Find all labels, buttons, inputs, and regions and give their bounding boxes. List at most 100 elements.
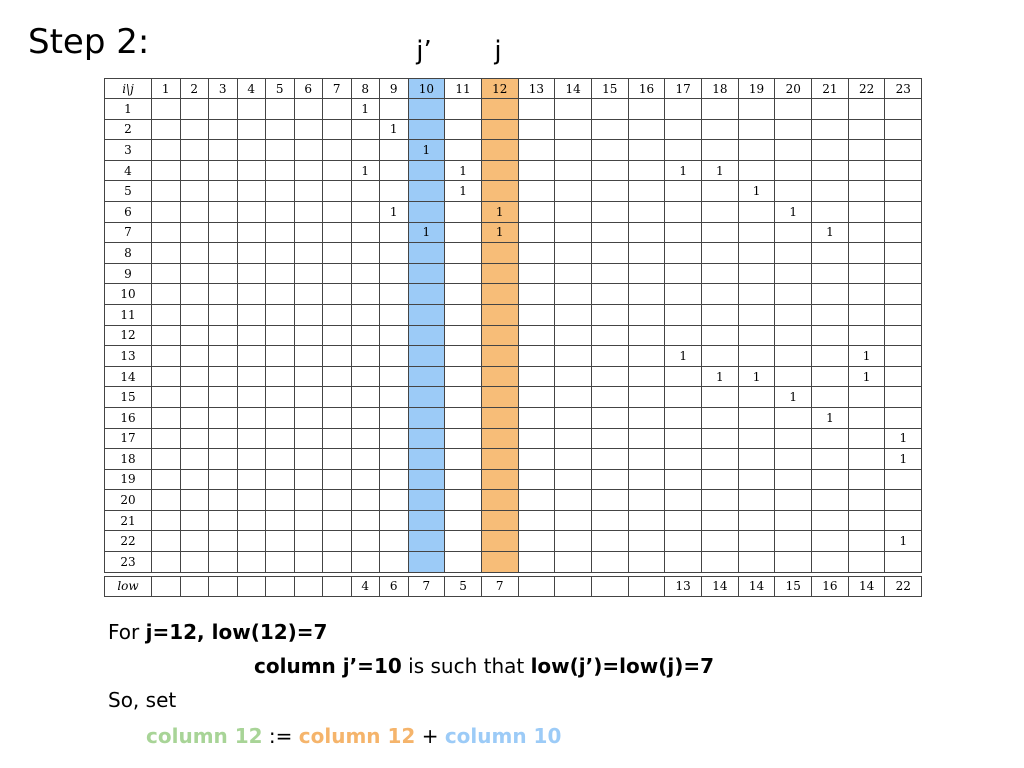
matrix-cell	[554, 98, 592, 120]
matrix-cell	[884, 509, 923, 532]
matrix-row: 22 1	[104, 530, 923, 553]
column-header: 13	[517, 78, 556, 99]
column-header: 14	[554, 78, 592, 99]
matrix-cell	[236, 468, 266, 491]
matrix-cell	[590, 489, 629, 511]
matrix-cell	[179, 262, 209, 285]
matrix-cell	[293, 262, 323, 285]
matrix-cell	[265, 139, 295, 161]
matrix-cell	[236, 283, 266, 305]
matrix-cell	[322, 139, 352, 161]
matrix-cell	[179, 324, 209, 347]
matrix-cell	[379, 159, 409, 182]
matrix-cell	[664, 98, 702, 120]
matrix-cell	[701, 139, 739, 161]
matrix-cell	[554, 262, 592, 285]
low-row: low 4 6 7 5 7 13 14 14 15 16 14 22	[104, 575, 923, 598]
matrix-cell	[379, 180, 409, 202]
matrix-cell	[884, 551, 923, 573]
matrix-cell	[811, 200, 849, 223]
matrix-cell	[265, 448, 295, 470]
matrix-cell	[847, 180, 886, 202]
matrix-cell	[407, 303, 446, 326]
matrix-cell	[151, 98, 181, 120]
matrix-cell	[480, 427, 519, 450]
matrix-cell: 1	[737, 180, 776, 202]
matrix-row: 17 1	[104, 427, 923, 450]
column-header: 3	[208, 78, 238, 99]
matrix-cell	[774, 406, 813, 429]
matrix-cell	[322, 262, 352, 285]
matrix-cell	[350, 139, 380, 161]
explanation-line-4: column 12 := column 12 + column 10	[146, 724, 561, 748]
matrix-cell	[811, 303, 849, 326]
matrix-cell	[811, 118, 849, 141]
matrix-cell	[774, 221, 813, 244]
row-label: 4	[104, 159, 152, 182]
matrix-cell	[407, 180, 446, 202]
matrix-cell	[236, 530, 266, 553]
matrix-cell	[517, 386, 556, 408]
matrix-cell	[811, 530, 849, 553]
matrix-cell	[179, 200, 209, 223]
matrix-cell	[884, 283, 923, 305]
matrix-cell	[179, 468, 209, 491]
matrix-cell	[847, 324, 886, 347]
matrix-cell	[884, 386, 923, 408]
matrix-cell	[737, 118, 776, 141]
matrix-cell	[590, 448, 629, 470]
matrix-cell	[590, 551, 629, 573]
matrix-cell	[811, 324, 849, 347]
matrix-cell	[701, 345, 739, 367]
matrix-cell	[236, 509, 266, 532]
matrix-row: 20	[104, 489, 923, 511]
low-cell: 22	[884, 575, 923, 598]
matrix-cell	[590, 159, 629, 182]
matrix-cell	[737, 200, 776, 223]
matrix-cell	[293, 509, 323, 532]
matrix-cell	[664, 509, 702, 532]
low-cell	[179, 575, 209, 598]
matrix-cell	[350, 489, 380, 511]
matrix-cell	[517, 427, 556, 450]
matrix-cell	[480, 468, 519, 491]
column-header: 11	[444, 78, 482, 99]
matrix-cell	[350, 365, 380, 388]
matrix-cell	[265, 468, 295, 491]
matrix-cell	[774, 159, 813, 182]
matrix-cell	[407, 406, 446, 429]
matrix-cell	[151, 551, 181, 573]
matrix-cell	[179, 386, 209, 408]
matrix-cell: 1	[480, 221, 519, 244]
matrix-cell	[554, 139, 592, 161]
matrix-cell	[379, 221, 409, 244]
matrix-cell	[444, 200, 482, 223]
row-label: 23	[104, 551, 152, 573]
matrix-cell	[480, 386, 519, 408]
text-plus: +	[415, 724, 445, 748]
matrix-cell	[293, 386, 323, 408]
matrix-cell	[774, 427, 813, 450]
matrix-cell	[627, 180, 666, 202]
low-cell: 14	[737, 575, 776, 598]
column-header: 2	[179, 78, 209, 99]
row-label: 22	[104, 530, 152, 553]
matrix-cell	[517, 98, 556, 120]
matrix-cell	[554, 324, 592, 347]
matrix-cell: 1	[407, 221, 446, 244]
matrix-cell	[265, 551, 295, 573]
matrix-cell	[811, 551, 849, 573]
matrix-cell	[444, 303, 482, 326]
matrix-row: 21	[104, 509, 923, 532]
matrix-cell	[379, 98, 409, 120]
matrix-cell	[444, 221, 482, 244]
matrix-cell: 1	[847, 365, 886, 388]
row-label: 10	[104, 283, 152, 305]
matrix-cell	[811, 180, 849, 202]
matrix-cell	[236, 159, 266, 182]
matrix-cell	[350, 283, 380, 305]
matrix-cell	[208, 530, 238, 553]
matrix-cell	[847, 551, 886, 573]
matrix-cell	[701, 180, 739, 202]
